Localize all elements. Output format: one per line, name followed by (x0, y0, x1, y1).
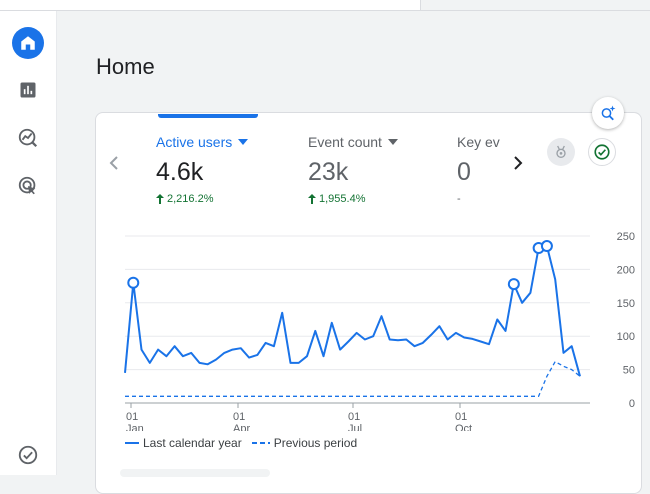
x-tick-month: Jul (348, 423, 362, 431)
nav-advertising[interactable] (12, 170, 44, 202)
home-icon (21, 36, 35, 50)
award-icon (556, 145, 566, 158)
insights-search-icon (601, 105, 616, 121)
award-badge[interactable] (547, 138, 575, 166)
data-point[interactable] (127, 276, 140, 289)
arrow-up-icon (156, 194, 164, 204)
caret-down-icon (387, 139, 398, 145)
insights-button[interactable] (592, 97, 624, 129)
x-tick-day: 01 (126, 411, 138, 423)
metric-change: - (457, 193, 461, 205)
metric-label: Active users (156, 134, 233, 150)
metric-label: Event count (308, 134, 382, 150)
nav-home[interactable] (12, 27, 44, 59)
x-tick-month: Oct (455, 423, 472, 431)
card-footer-placeholder (120, 469, 270, 477)
admin-icon (18, 445, 38, 465)
top-bar (0, 0, 650, 11)
legend-label: Last calendar year (143, 436, 242, 450)
metric-active-users[interactable]: Active users 4.6k 2,216.2% (156, 134, 249, 205)
chart-legend: Last calendar year Previous period (125, 436, 357, 450)
status-badge[interactable] (588, 138, 616, 166)
legend-item[interactable]: Previous period (251, 436, 358, 450)
metric-key-events[interactable]: Key ev 0 - (457, 134, 500, 205)
series-line-last-calendar-year (124, 245, 581, 377)
x-tick-day: 01 (348, 411, 360, 423)
y-tick-label: 100 (617, 331, 635, 343)
main-content: Home Active users 4.6k 2,216.2% Event co… (57, 11, 650, 494)
x-tick-month: Apr (233, 423, 250, 431)
y-tick-label: 50 (623, 365, 635, 377)
chevron-right-icon (514, 156, 523, 170)
metric-event-count[interactable]: Event count 23k 1,955.4% (308, 134, 398, 205)
property-selector[interactable] (420, 0, 650, 10)
data-point[interactable] (507, 278, 520, 291)
next-metrics-button[interactable] (508, 151, 528, 175)
page-title: Home (96, 54, 155, 79)
sidebar (0, 11, 57, 475)
x-tick-day: 01 (455, 411, 467, 423)
active-tab-indicator (158, 114, 258, 118)
series-line-previous-period (125, 360, 581, 397)
x-tick-month: Jan (126, 423, 144, 431)
advertising-icon (18, 176, 36, 195)
chevron-left-icon (109, 156, 118, 170)
nav-reports[interactable] (12, 74, 44, 106)
y-tick-label: 250 (617, 231, 635, 243)
metric-label: Key ev (457, 134, 500, 150)
y-tick-label: 200 (617, 264, 635, 276)
arrow-up-icon (308, 194, 316, 204)
legend-label: Previous period (273, 436, 358, 450)
metric-value: 23k (308, 158, 349, 186)
legend-item[interactable]: Last calendar year (125, 436, 242, 450)
explore-icon (18, 128, 38, 148)
y-tick-label: 150 (617, 298, 635, 310)
nav-admin[interactable] (12, 439, 44, 471)
x-tick-day: 01 (233, 411, 245, 423)
metric-change: 1,955.4% (319, 193, 366, 205)
y-tick-label: 0 (629, 398, 635, 410)
prev-metrics-button[interactable] (104, 151, 124, 175)
metric-clip: Key ev 0 - (457, 131, 507, 221)
nav-explore[interactable] (12, 122, 44, 154)
data-point[interactable] (540, 240, 553, 253)
reports-icon (20, 82, 36, 98)
caret-down-icon (238, 139, 249, 145)
legend-solid-swatch (125, 442, 139, 444)
check-icon (594, 144, 610, 160)
metric-value: 0 (457, 158, 471, 186)
metric-value: 4.6k (156, 158, 204, 186)
metric-change: 2,216.2% (167, 193, 214, 205)
legend-dashed-swatch (251, 442, 270, 444)
